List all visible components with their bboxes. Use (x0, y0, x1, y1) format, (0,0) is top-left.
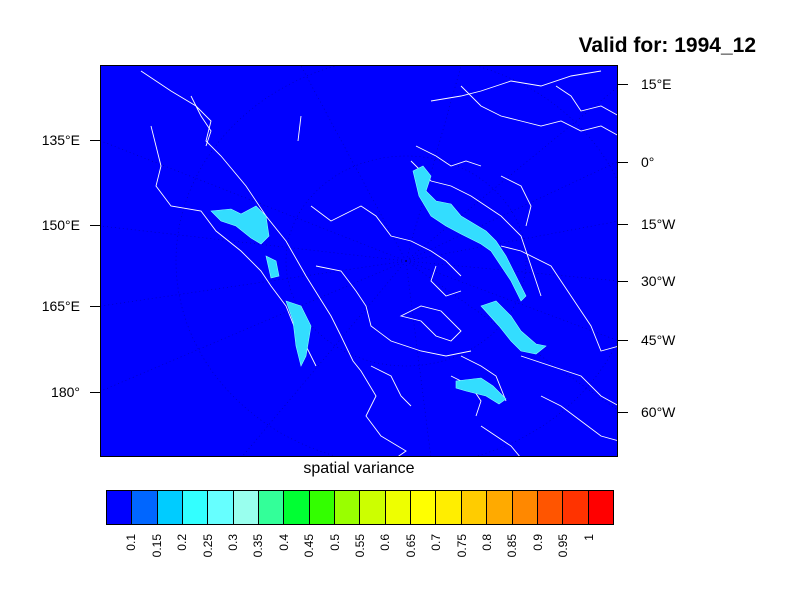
tick-left-3 (90, 306, 100, 307)
colorbar-swatch (360, 491, 386, 524)
colorbar-label: 0.45 (302, 534, 317, 558)
colorbar-swatch (588, 491, 613, 524)
colorbar-label: 0.85 (505, 534, 520, 558)
tick-left-1 (90, 140, 100, 141)
colorbar-swatch (132, 491, 158, 524)
lon-label-45w: 45°W (641, 332, 676, 348)
colorbar-swatch (259, 491, 285, 524)
colorbar-label: 0.3 (226, 534, 240, 551)
tick-right-1 (618, 84, 628, 85)
colorbar-label: 0.6 (378, 534, 393, 551)
colorbar-swatch (385, 491, 412, 524)
colorbar-label: 1 (581, 534, 596, 541)
colorbar-swatch (563, 491, 589, 524)
colorbar-swatch (208, 491, 234, 524)
tick-left-4 (90, 392, 100, 393)
colorbar-swatch (512, 491, 538, 524)
colorbar-label: 0.75 (454, 534, 469, 558)
graticule (101, 66, 617, 456)
lon-label-0: 0° (641, 154, 655, 170)
colorbar-label: 0.25 (200, 534, 215, 558)
colorbar-label: 0.8 (480, 534, 494, 551)
colorbar-label: 0.4 (276, 534, 291, 551)
colorbar-swatch (461, 491, 488, 524)
tick-right-4 (618, 281, 628, 282)
colorbar-swatch (284, 491, 310, 524)
tick-right-5 (618, 340, 628, 341)
lon-label-30w: 30°W (641, 273, 676, 289)
lon-label-165e: 165°E (41, 298, 80, 314)
colorbar-label: 0.2 (175, 534, 190, 551)
colorbar-swatch (487, 491, 513, 524)
colorbar-swatch (183, 491, 209, 524)
tick-right-2 (618, 162, 628, 163)
colorbar-label: 0.65 (403, 534, 418, 558)
tick-right-3 (618, 224, 628, 225)
colorbar-label: 0.35 (251, 534, 266, 558)
colorbar-label: 0.1 (124, 534, 139, 551)
colorbar-label: 0.55 (353, 534, 367, 558)
map-subtitle: spatial variance (303, 460, 415, 477)
tick-right-6 (618, 412, 628, 413)
coastlines (140, 70, 617, 456)
colorbar-swatch (436, 491, 462, 524)
colorbar (106, 490, 614, 525)
lon-label-60w: 60°W (641, 404, 676, 420)
colorbar-swatch (233, 491, 260, 524)
colorbar-label: 0.7 (429, 534, 444, 551)
lon-label-15w: 15°W (641, 216, 676, 232)
polar-map (100, 65, 618, 457)
colorbar-swatch (537, 491, 564, 524)
lon-label-135e: 135°E (41, 132, 80, 148)
colorbar-swatch (411, 491, 437, 524)
map-title: Valid for: 1994_12 (578, 34, 756, 57)
variance-features (210, 165, 547, 405)
tick-left-2 (90, 225, 100, 226)
map-graphics (101, 66, 617, 456)
lon-label-180: 180° (51, 384, 80, 400)
colorbar-swatch (309, 491, 336, 524)
colorbar-swatch (157, 491, 184, 524)
lon-label-15e: 15°E (641, 76, 672, 92)
colorbar-swatch (335, 491, 361, 524)
colorbar-swatch (107, 491, 133, 524)
colorbar-label: 0.5 (327, 534, 342, 551)
colorbar-label: 0.15 (149, 534, 164, 558)
colorbar-label: 0.9 (530, 534, 545, 551)
colorbar-label: 0.95 (556, 534, 571, 558)
lon-label-150e: 150°E (41, 217, 80, 233)
